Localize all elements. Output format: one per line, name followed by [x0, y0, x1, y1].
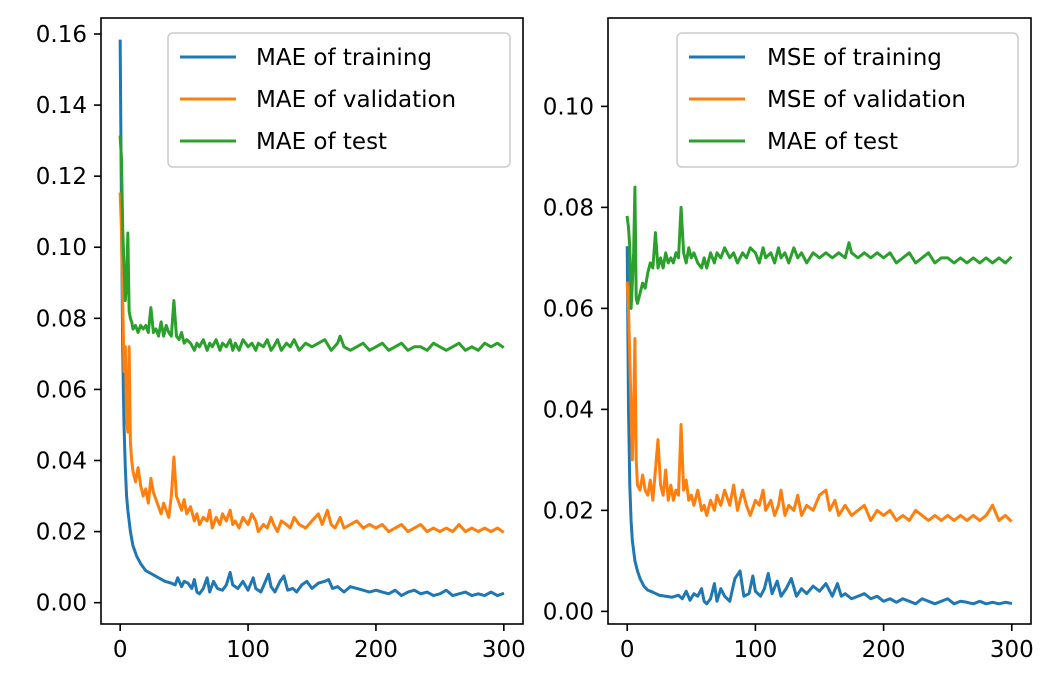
left-plot-ticks: 0 100 200 300 0.00 0.02 0.04 0.06 0.08 0.10 0.12 0.…	[36, 22, 526, 663]
right-legend-label-validation: MSE of validation	[767, 87, 966, 113]
right-legend-label-test: MAE of test	[767, 129, 898, 155]
right-series-line-test	[625, 185, 1013, 310]
left-ytick-label: 0.16	[36, 22, 87, 48]
left-plot: 0 100 200 300 0.00 0.02 0.04 0.06 0.08 0.10 0.12 0.…	[36, 17, 526, 663]
left-ytick-label: 0.12	[36, 164, 87, 190]
left-xtick-label: 300	[482, 637, 526, 663]
right-series-line-training	[625, 246, 1013, 606]
right-legend-label-training: MSE of training	[767, 45, 942, 71]
left-ytick-label: 0.10	[36, 235, 87, 261]
right-xtick-label: 300	[990, 637, 1034, 663]
right-xtick-label: 0	[620, 637, 635, 663]
right-ytick-label: 0.06	[543, 296, 594, 322]
right-plot-ticks: 0 100 200 300 0.00 0.02 0.04 0.06 0.08 0.10	[543, 94, 1034, 663]
left-ytick-label: 0.00	[36, 591, 87, 617]
left-plot-frame	[100, 17, 524, 625]
right-plot: 0 100 200 300 0.00 0.02 0.04 0.06 0.08 0.10 MSE o…	[543, 17, 1034, 663]
right-series-line-validation	[625, 281, 1013, 523]
right-xtick-label: 200	[862, 637, 906, 663]
left-ytick-label: 0.08	[36, 306, 87, 332]
left-ytick-label: 0.06	[36, 377, 87, 403]
right-ytick-label: 0.02	[543, 498, 594, 524]
left-xtick-label: 0	[113, 637, 128, 663]
right-ytick-label: 0.00	[543, 599, 594, 625]
left-xtick-label: 100	[226, 637, 270, 663]
left-plot-legend: MAE of training MAE of validation MAE of…	[167, 32, 511, 168]
left-legend-label-training: MAE of training	[256, 45, 432, 71]
left-legend-label-test: MAE of test	[256, 129, 387, 155]
right-plot-legend: MSE of training MSE of validation MAE of…	[676, 32, 1019, 168]
left-ytick-label: 0.14	[36, 93, 87, 119]
right-ytick-label: 0.08	[543, 195, 594, 221]
right-legend-box	[676, 32, 1019, 168]
left-legend-label-validation: MAE of validation	[256, 87, 456, 113]
left-plot-lines	[118, 39, 505, 598]
left-ytick-label: 0.04	[36, 449, 87, 475]
right-plot-frame	[607, 17, 1032, 625]
left-legend-box	[167, 32, 511, 168]
right-plot-lines	[625, 185, 1013, 606]
left-series-line-test	[118, 135, 505, 352]
right-ytick-label: 0.04	[543, 397, 594, 423]
left-xtick-label: 200	[354, 637, 398, 663]
right-ytick-label: 0.10	[543, 94, 594, 120]
left-ytick-label: 0.02	[36, 520, 87, 546]
left-series-line-validation	[118, 192, 505, 534]
left-series-line-training	[118, 39, 505, 598]
right-xtick-label: 100	[733, 637, 777, 663]
